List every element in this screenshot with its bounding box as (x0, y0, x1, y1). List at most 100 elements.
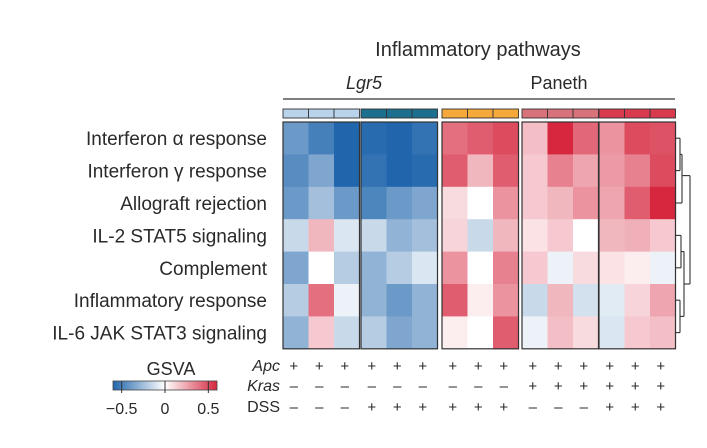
heatmap-cell (442, 219, 469, 253)
chart-title: Inflammatory pathways (375, 39, 581, 61)
annotation-value: – (341, 399, 350, 416)
heatmap-cell (493, 316, 520, 350)
condition-color-swatch (492, 108, 519, 119)
heatmap-cell (283, 316, 310, 350)
heatmap-cell (308, 186, 335, 220)
heatmap-cell (412, 186, 439, 220)
heatmap-cell (547, 186, 574, 220)
annotation-value: + (367, 358, 376, 375)
annotation-value: + (656, 358, 665, 375)
heatmap-cell (361, 316, 388, 350)
condition-color-swatch (521, 108, 548, 119)
condition-color-swatch (598, 108, 625, 119)
group-label-lgr5: Lgr5 (346, 73, 383, 93)
row-label: Interferon α response (86, 129, 267, 150)
annotation-value: – (500, 378, 509, 395)
annotation-value: + (554, 358, 563, 375)
annotation-value: + (631, 399, 640, 416)
annotation-label: Kras (247, 378, 280, 395)
heatmap-cell (522, 251, 549, 285)
heatmap-cell (522, 186, 549, 220)
heatmap-cell (412, 316, 439, 350)
annotation-value: – (449, 378, 458, 395)
heatmap-cell (412, 154, 439, 188)
condition-color-swatch (441, 108, 468, 119)
annotation-value: + (605, 399, 614, 416)
colorbar-tick-label: 0.5 (197, 401, 219, 418)
colorbar-tick-label: −0.5 (106, 401, 138, 418)
annotation-value: + (474, 399, 483, 416)
colorbar-tick-label: 0 (161, 401, 170, 418)
heatmap-cell (283, 284, 310, 317)
heatmap-cell (624, 122, 651, 155)
heatmap-cell (624, 251, 651, 285)
heatmap-cell (386, 154, 413, 188)
annotation-value: + (393, 399, 402, 416)
heatmap-cell (308, 219, 335, 253)
heatmap-grid (282, 108, 677, 350)
heatmap-cell (467, 122, 494, 155)
annotation-value: + (499, 399, 508, 416)
heatmap-cell (334, 154, 361, 188)
heatmap-cell (308, 251, 335, 285)
colorbar-title: GSVA (147, 359, 196, 379)
heatmap-cell (624, 316, 651, 350)
row-label: Inflammatory response (74, 291, 267, 312)
heatmap-cell (412, 122, 439, 155)
heatmap-cell (386, 186, 413, 220)
annotation-value: + (656, 399, 665, 416)
heatmap-cell (386, 284, 413, 317)
heatmap-cell (624, 219, 651, 253)
heatmap-cell (522, 219, 549, 253)
annotation-value: + (499, 358, 508, 375)
annotation-value: – (554, 399, 563, 416)
heatmap-cell (650, 316, 677, 350)
annotation-value: – (474, 378, 483, 395)
heatmap-cell (308, 154, 335, 188)
heatmap-cell (386, 219, 413, 253)
heatmap-cell (573, 186, 600, 220)
heatmap-cell (361, 219, 388, 253)
annotation-value: – (315, 399, 324, 416)
heatmap-cell (599, 251, 626, 285)
heatmap-cell (493, 186, 520, 220)
annotation-value: + (289, 358, 298, 375)
row-label: Allograft rejection (120, 194, 267, 215)
heatmap-cell (522, 122, 549, 155)
heatmap-cell (573, 154, 600, 188)
heatmap-cell (386, 316, 413, 350)
heatmap-cell (361, 251, 388, 285)
heatmap-cell (412, 219, 439, 253)
heatmap-cell (467, 251, 494, 285)
annotation-value: – (368, 378, 377, 395)
heatmap-cell (334, 122, 361, 155)
heatmap-cell (493, 122, 520, 155)
heatmap-cell (361, 122, 388, 155)
heatmap-cell (283, 186, 310, 220)
heatmap-cell (283, 219, 310, 253)
heatmap-cell (386, 122, 413, 155)
annotation-value: – (341, 378, 350, 395)
heatmap-cell (361, 154, 388, 188)
annotation-value: + (393, 358, 402, 375)
condition-color-swatch (386, 108, 413, 119)
condition-color-bar (360, 108, 438, 119)
heatmap-cell (650, 284, 677, 317)
heatmap-cell (467, 219, 494, 253)
condition-color-swatch (308, 108, 335, 119)
annotation-value: + (448, 358, 457, 375)
condition-color-swatch (282, 108, 309, 119)
heatmap-cell (493, 284, 520, 317)
heatmap-cell (573, 316, 600, 350)
annotation-label: Apc (251, 358, 280, 375)
heatmap-cell (573, 251, 600, 285)
row-dendrogram (676, 137, 691, 334)
condition-color-bar (521, 108, 599, 119)
heatmap-cell (334, 219, 361, 253)
sample-annotations: Apc + + + + + + + + + + + + + + +Kras – – – – – – – – – + + + + + +DSS… (247, 358, 665, 416)
heatmap-cell (308, 122, 335, 155)
heatmap-cell (467, 316, 494, 350)
condition-color-swatch (360, 108, 387, 119)
heatmap-cell (283, 251, 310, 285)
annotation-value: + (528, 378, 537, 395)
